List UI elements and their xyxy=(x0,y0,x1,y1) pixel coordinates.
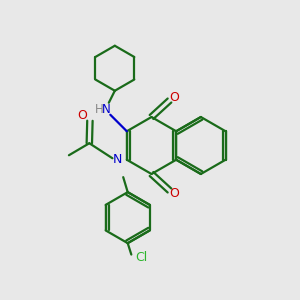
Text: O: O xyxy=(170,91,179,104)
Text: H: H xyxy=(94,103,103,116)
Text: Cl: Cl xyxy=(135,251,148,264)
Text: O: O xyxy=(170,187,179,200)
Text: N: N xyxy=(112,153,122,166)
Text: N: N xyxy=(102,103,111,116)
Text: O: O xyxy=(77,110,87,122)
